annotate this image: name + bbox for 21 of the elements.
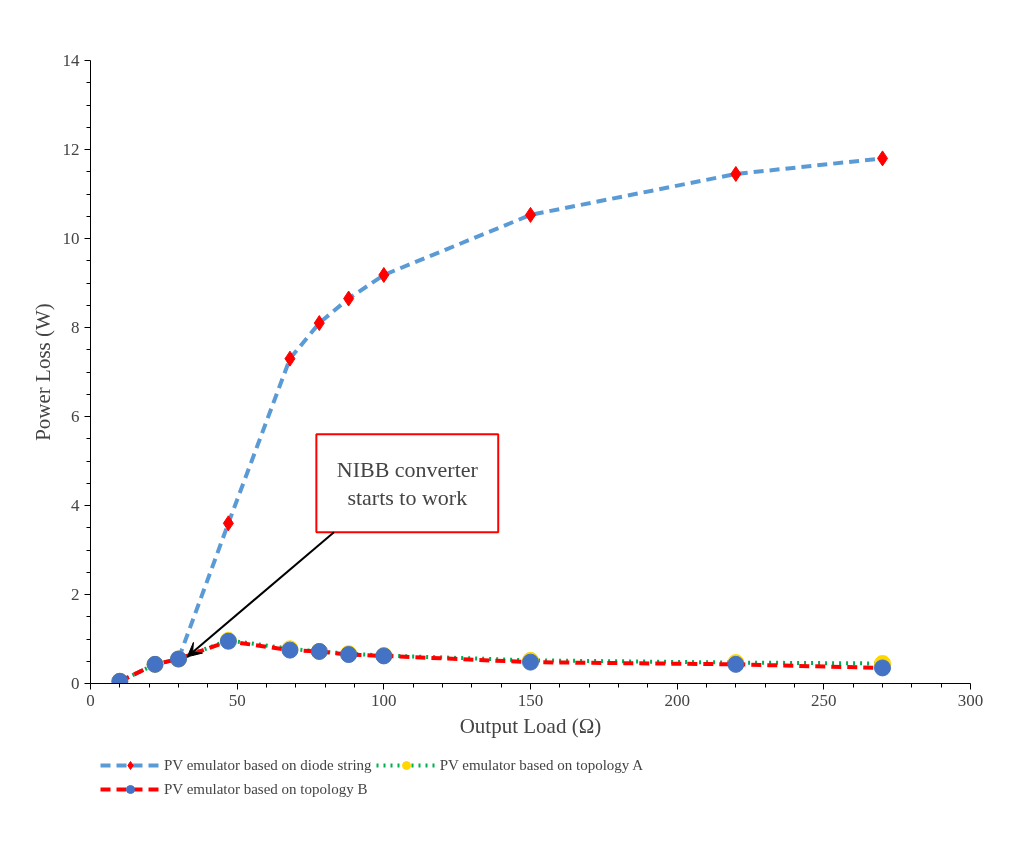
x-tick-label: 50 [228,690,246,710]
x-tick-label: 200 [664,690,690,710]
legend-label: PV emulator based on diode string [164,756,372,774]
x-tick-label: 250 [811,690,837,710]
y-tick-label: 4 [71,496,80,515]
x-tick-label: 150 [517,690,544,710]
legend-label: PV emulator based on topology B [164,780,368,798]
y-tick-label: 12 [62,140,80,159]
x-tick-label: 100 [371,690,397,710]
y-tick-label: 0 [71,674,80,693]
annotation: NIBB converter starts to work [336,456,479,510]
y-tick-label: 8 [71,318,80,337]
y-axis-title: Power Loss (W) [30,303,55,441]
y-tick-label: 2 [71,585,80,604]
legend-label: PV emulator based on topology A [439,756,644,774]
x-tick-label: 300 [957,690,984,710]
y-tick-label: 14 [62,51,80,70]
y-tick-label: 10 [62,229,80,248]
x-axis-title: Output Load (Ω) [459,713,602,738]
x-tick-label: 0 [86,690,95,710]
y-tick-label: 6 [71,407,80,426]
